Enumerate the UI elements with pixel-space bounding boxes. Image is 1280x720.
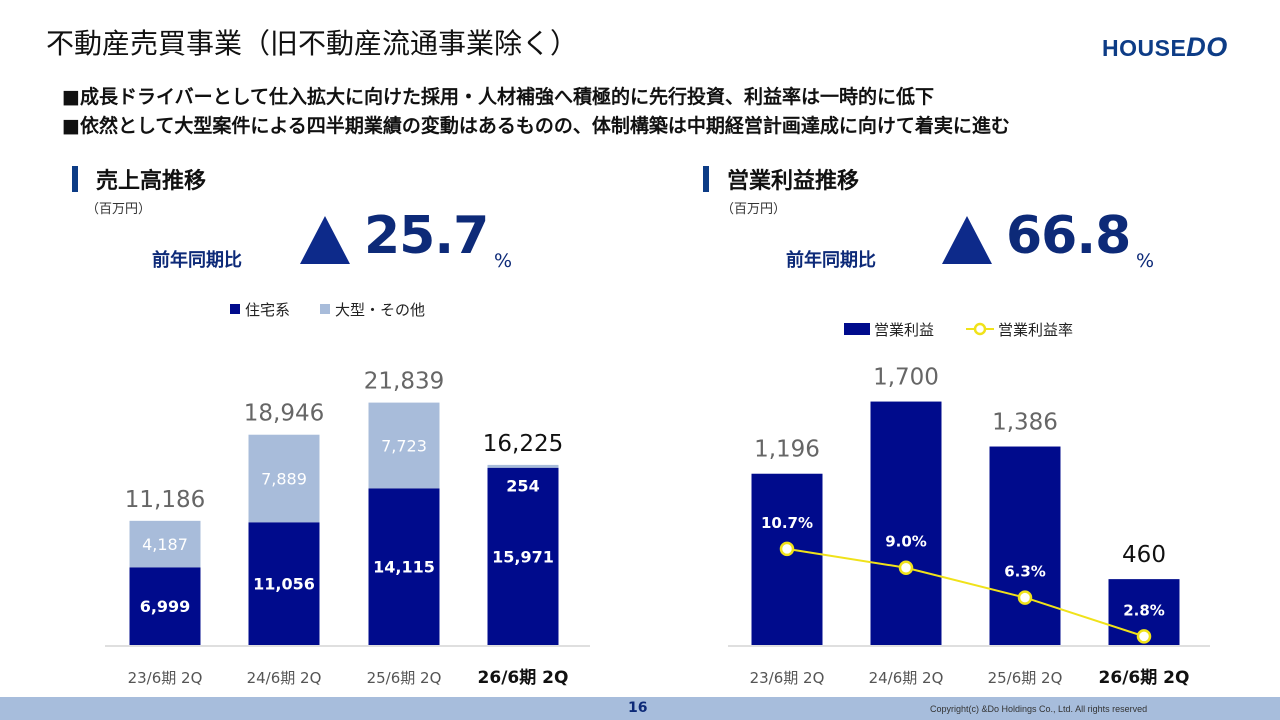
x-tick-label: 25/6期 2Q [988,669,1063,687]
x-tick-label: 26/6期 2Q [1099,668,1190,688]
x-tick-label: 24/6期 2Q [247,669,322,687]
legend-label: 営業利益 [874,321,934,339]
section-marker [72,166,78,192]
sales-yoy-label: 前年同期比 [152,250,242,271]
profit-unit-label: （百万円） [721,202,787,217]
bar-data-label: 4,187 [142,535,188,554]
legend-swatch [844,323,870,335]
bullet-point-1: ■成長ドライバーとして仕入拡大に向けた採用・人材補強へ積極的に先行投資、利益率は… [62,86,935,108]
bar-data-label: 254 [506,477,539,496]
copyright-text: Copyright(c) &Do Holdings Co., Ltd. All … [930,704,1148,714]
bar-data-label: 7,889 [261,469,307,488]
bar-operating-profit [751,473,823,645]
bar-segment-housing [248,522,320,645]
x-tick-label: 26/6期 2Q [478,668,569,688]
x-tick-label: 23/6期 2Q [750,669,825,687]
legend-marker [973,322,987,336]
rate-point [779,541,795,557]
bar-data-label: 14,115 [373,558,435,577]
section-marker [703,166,709,192]
total-label: 18,946 [244,401,324,427]
page-title: 不動産売買事業（旧不動産流通事業除く） [46,27,579,60]
bar-value-label: 1,386 [992,410,1058,436]
sales-section-title: 売上高推移 [96,169,207,194]
logo-main-text: HOUSE [1102,35,1187,61]
bar-data-label: 15,971 [492,547,554,566]
rate-point [1136,629,1152,644]
sales-unit-label: （百万円） [86,202,152,217]
legend-label: 大型・その他 [335,301,425,319]
bar-value-label: 1,196 [754,437,820,463]
x-tick-label: 23/6期 2Q [128,669,203,687]
rate-label: 6.3% [1004,563,1046,581]
company-logo: HOUSEDO [1102,32,1228,63]
bar-segment-housing [129,567,201,645]
sales-yoy-percent: % [494,250,513,272]
bar-segment-housing [487,467,559,645]
sales-yoy-value: 25.7 [364,206,489,266]
rate-label: 9.0% [885,533,927,551]
increase-triangle-icon [300,216,350,264]
bar-data-label: 6,999 [140,597,191,616]
profit-yoy-label: 前年同期比 [786,250,876,271]
rate-point [1017,590,1033,605]
bar-value-label: 1,700 [873,365,939,391]
profit-yoy-value: 66.8 [1006,206,1131,266]
bar-segment-large [248,434,320,523]
total-label: 11,186 [125,487,205,513]
bar-operating-profit [989,446,1061,645]
legend-swatch [230,304,240,314]
rate-label: 10.7% [761,514,813,532]
page-number: 16 [628,700,648,716]
profit-yoy-percent: % [1136,250,1155,272]
x-tick-label: 25/6期 2Q [367,669,442,687]
bar-segment-large [129,520,201,568]
legend-label: 営業利益率 [998,321,1073,339]
bar-segment-large [368,402,440,489]
legend-label: 住宅系 [245,301,290,319]
total-label: 16,225 [483,431,563,457]
rate-label: 2.8% [1123,601,1165,619]
bar-data-label: 11,056 [253,575,315,594]
profit-section-title: 営業利益推移 [727,169,860,194]
bar-data-label: 7,723 [381,436,427,455]
bullet-point-2: ■依然として大型案件による四半期業績の変動はあるものの、体制構築は中期経営計画達… [62,115,1010,137]
legend-swatch [320,304,330,314]
total-label: 21,839 [364,369,444,395]
x-tick-label: 24/6期 2Q [869,669,944,687]
footer-bar [0,697,1280,720]
rate-point [898,560,914,575]
bar-segment-housing [368,488,440,645]
increase-triangle-icon [942,216,992,264]
bar-operating-profit [870,401,942,645]
bar-value-label: 460 [1122,542,1166,568]
rate-line [786,547,1145,638]
bar-segment-large [487,464,559,468]
logo-accent-text: DO [1186,32,1228,62]
